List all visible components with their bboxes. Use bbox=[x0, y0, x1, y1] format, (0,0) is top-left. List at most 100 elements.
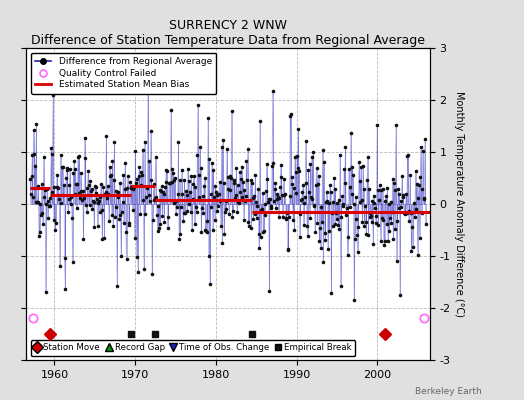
Point bbox=[322, 188, 331, 195]
Point bbox=[291, 154, 299, 160]
Point bbox=[301, 138, 310, 144]
Point bbox=[182, 192, 191, 198]
Point bbox=[183, 208, 191, 214]
Point bbox=[56, 263, 64, 270]
Point bbox=[93, 196, 101, 202]
Point bbox=[362, 219, 370, 226]
Point bbox=[417, 143, 425, 150]
Point bbox=[72, 181, 80, 187]
Point bbox=[302, 180, 311, 186]
Point bbox=[116, 212, 125, 219]
Point bbox=[197, 229, 205, 235]
Point bbox=[163, 224, 172, 231]
Point bbox=[255, 245, 264, 251]
Point bbox=[181, 210, 189, 216]
Point bbox=[374, 222, 383, 228]
Point bbox=[293, 165, 302, 171]
Point bbox=[319, 147, 327, 154]
Point bbox=[392, 122, 400, 129]
Point bbox=[69, 170, 78, 176]
Point bbox=[119, 172, 127, 178]
Point bbox=[159, 188, 167, 195]
Point bbox=[169, 170, 177, 176]
Point bbox=[274, 194, 282, 200]
Point bbox=[399, 194, 407, 200]
Point bbox=[262, 188, 270, 194]
Point bbox=[130, 234, 139, 241]
Point bbox=[355, 178, 364, 184]
Point bbox=[200, 183, 208, 190]
Point bbox=[341, 144, 350, 150]
Point bbox=[77, 170, 85, 176]
Point bbox=[341, 180, 349, 187]
Point bbox=[364, 232, 373, 238]
Point bbox=[405, 208, 413, 214]
Point bbox=[318, 219, 326, 225]
Point bbox=[176, 230, 184, 237]
Point bbox=[215, 178, 224, 185]
Point bbox=[90, 224, 99, 230]
Point bbox=[135, 164, 144, 171]
Point bbox=[281, 215, 290, 221]
Point bbox=[94, 200, 103, 206]
Point bbox=[46, 195, 54, 202]
Point bbox=[283, 246, 292, 252]
Point bbox=[79, 187, 87, 194]
Point bbox=[400, 211, 409, 218]
Point bbox=[148, 271, 156, 277]
Point bbox=[135, 173, 143, 179]
Point bbox=[71, 166, 80, 172]
Point bbox=[66, 166, 74, 173]
Point bbox=[396, 292, 404, 298]
Point bbox=[100, 192, 108, 198]
Point bbox=[171, 175, 179, 181]
Point bbox=[342, 212, 351, 218]
Point bbox=[284, 247, 292, 253]
Point bbox=[328, 210, 336, 216]
Point bbox=[58, 164, 67, 170]
Point bbox=[244, 218, 253, 225]
Point bbox=[176, 176, 184, 183]
Point bbox=[305, 214, 314, 221]
Point bbox=[322, 199, 330, 205]
Point bbox=[384, 238, 392, 245]
Point bbox=[275, 195, 283, 202]
Point bbox=[411, 214, 419, 220]
Point bbox=[110, 177, 118, 183]
Point bbox=[320, 159, 328, 166]
Point bbox=[253, 214, 261, 221]
Point bbox=[378, 215, 386, 221]
Point bbox=[308, 154, 316, 160]
Point bbox=[334, 196, 343, 203]
Point bbox=[394, 186, 402, 192]
Point bbox=[371, 204, 379, 211]
Point bbox=[57, 151, 65, 158]
Point bbox=[353, 249, 362, 255]
Point bbox=[91, 183, 99, 189]
Point bbox=[220, 231, 228, 237]
Point bbox=[242, 158, 250, 164]
Point bbox=[421, 136, 429, 142]
Point bbox=[100, 235, 108, 242]
Point bbox=[32, 120, 40, 127]
Point bbox=[48, 189, 56, 195]
Point bbox=[408, 224, 417, 230]
Point bbox=[116, 180, 124, 186]
Point bbox=[88, 206, 96, 213]
Point bbox=[272, 190, 281, 197]
Point bbox=[352, 216, 361, 222]
Point bbox=[79, 236, 88, 242]
Point bbox=[29, 193, 37, 200]
Point bbox=[121, 186, 129, 192]
Point bbox=[150, 197, 158, 204]
Point bbox=[238, 194, 247, 200]
Point bbox=[214, 203, 222, 209]
Point bbox=[420, 195, 429, 201]
Point bbox=[280, 192, 288, 198]
Point bbox=[281, 191, 289, 197]
Point bbox=[190, 221, 199, 228]
Point bbox=[178, 191, 187, 198]
Point bbox=[194, 102, 202, 108]
Point bbox=[160, 219, 169, 225]
Point bbox=[134, 268, 142, 275]
